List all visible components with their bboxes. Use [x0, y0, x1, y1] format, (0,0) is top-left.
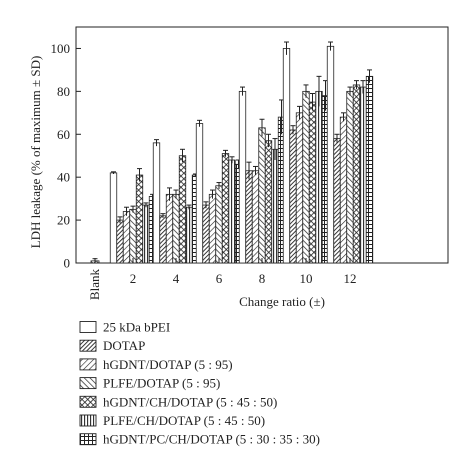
bar-4-s6	[185, 206, 193, 264]
legend-swatch	[79, 414, 97, 427]
y-tick-label: 0	[64, 256, 71, 271]
bar-2-s2	[116, 219, 124, 264]
legend-entry: hGDNT/DOTAP (5 : 95)	[103, 357, 233, 372]
bar-2-s5	[135, 174, 144, 264]
x-tick-label: 12	[344, 271, 357, 286]
x-axis-label: Change ratio (±)	[239, 294, 325, 309]
bar-2-s4	[129, 208, 137, 264]
y-tick-label: 60	[57, 127, 70, 142]
bar-12-s6	[359, 86, 367, 264]
bar-4-s4	[172, 193, 180, 264]
bar-4-s3	[165, 193, 174, 264]
legend-entry: PLFE/DOTAP (5 : 95)	[103, 376, 220, 391]
bar-2-s6	[142, 204, 150, 264]
bar-4-s1	[152, 142, 161, 264]
x-tick-label: 4	[173, 271, 180, 286]
bar-4-s2	[159, 215, 167, 264]
legend-swatch	[79, 377, 97, 390]
legend-entry: 25 kDa bPEI	[103, 320, 170, 335]
bar-8-s3	[251, 170, 260, 264]
bar-12-s4	[346, 90, 354, 264]
bar-4-s5	[178, 155, 187, 264]
legend-entry: hGDNT/CH/DOTAP (5 : 45 : 50)	[103, 394, 277, 409]
plot-area: 0 20 40 60 80 100 Blank 2 4 6 8 10 12	[51, 26, 449, 301]
bar-10-s5	[308, 101, 317, 264]
bar-8-s2	[245, 170, 253, 264]
bar-2-s1	[109, 172, 118, 264]
bar-12-s2	[333, 138, 341, 264]
legend-swatch	[79, 433, 97, 446]
bar-10-s2	[289, 129, 297, 264]
bar-12-s7	[365, 75, 374, 264]
y-tick-label: 40	[57, 170, 70, 185]
bar-12-s3	[339, 116, 348, 264]
x-tick-label: 8	[259, 271, 266, 286]
legend-swatch	[79, 395, 97, 408]
y-tick-label: 100	[51, 41, 71, 56]
bar-10-s3	[295, 112, 304, 264]
legend-entry: PLFE/CH/DOTAP (5 : 45 : 50)	[103, 413, 265, 428]
bar-10-s6	[315, 90, 323, 264]
bar-8-s1	[238, 90, 247, 264]
bar-2-s3	[122, 211, 131, 264]
bar-8-s5	[264, 140, 273, 264]
legend: 25 kDa bPEI DOTAP hGDNT/DOTAP (5 : 95) PLFE…	[79, 320, 320, 447]
bar-6-s3	[208, 193, 217, 264]
bar-12-s5	[352, 84, 361, 264]
y-tick-label: 20	[57, 213, 70, 228]
legend-entry: DOTAP	[103, 338, 145, 353]
bar-6-s1	[195, 123, 204, 264]
x-tick-label: 10	[300, 271, 313, 286]
legend-swatch	[79, 321, 97, 333]
bar-12-s1	[326, 45, 335, 264]
legend-swatch	[79, 339, 97, 352]
bar-6-s2	[202, 204, 210, 264]
bar-8-s4	[258, 127, 266, 264]
bar-10-s1	[282, 48, 291, 264]
bar-6-s6	[228, 159, 236, 264]
legend-entry: hGDNT/PC/CH/DOTAP (5 : 30 : 35 : 30)	[103, 432, 320, 447]
y-axis-label: LDH leakage (% of maximum ± SD)	[28, 56, 43, 249]
x-tick-label: 6	[216, 271, 223, 286]
x-tick-label-blank: Blank	[87, 269, 102, 301]
bar-8-s6	[271, 148, 279, 264]
y-tick-label: 80	[57, 84, 70, 99]
bar-10-s4	[302, 90, 310, 264]
bar-6-s5	[221, 153, 230, 264]
bar-6-s4	[215, 185, 223, 264]
x-tick-label: 2	[130, 271, 137, 286]
legend-swatch	[79, 358, 97, 371]
